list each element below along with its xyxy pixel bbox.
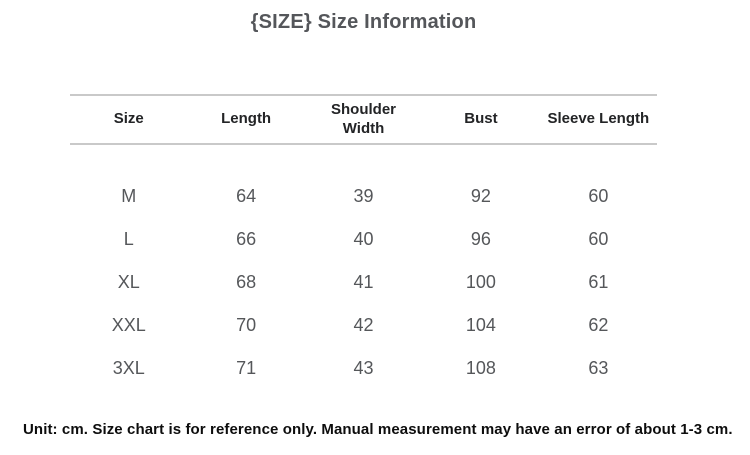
column-header-label: Shoulder Width	[331, 100, 397, 137]
sleeve-length-value: 62	[588, 315, 609, 335]
table-row-m: M 64 39 92 60	[70, 175, 657, 218]
column-header-shoulder-width: Shoulder Width	[305, 101, 422, 139]
shoulder-width-value: 41	[353, 272, 374, 292]
column-header-sleeve-length: Sleeve Length	[540, 110, 657, 129]
bust-value: 92	[470, 186, 491, 206]
sleeve-length-value: 60	[588, 186, 609, 206]
table-row-xxl: XXL 70 42 104 62	[70, 304, 657, 347]
size-label: XL	[117, 272, 140, 292]
length-value: 71	[236, 358, 257, 378]
shoulder-width-value: 40	[353, 229, 374, 249]
length-value: 66	[236, 229, 257, 249]
bust-value: 96	[470, 229, 491, 249]
length-value: 68	[236, 272, 257, 292]
page-title: {SIZE} Size Information	[250, 11, 477, 33]
bust-value: 108	[465, 358, 496, 378]
table-row-3xl: 3XL 71 43 108 63	[70, 347, 657, 390]
table-header-row: Size Length Shoulder Width Bust Sleeve L…	[70, 94, 657, 145]
column-header-label: Size	[113, 110, 144, 128]
column-header-size: Size	[70, 110, 187, 129]
sleeve-length-value: 61	[588, 272, 609, 292]
table-row-xl: XL 68 41 100 61	[70, 261, 657, 304]
size-label: 3XL	[112, 358, 145, 378]
bust-value: 104	[465, 315, 496, 335]
length-value: 70	[236, 315, 257, 335]
table-row-l: L 66 40 96 60	[70, 218, 657, 261]
column-header-bust: Bust	[422, 110, 539, 129]
column-header-label: Sleeve Length	[547, 110, 650, 128]
unit-note: Unit: cm. Size chart is for reference on…	[23, 421, 733, 438]
size-label: M	[121, 186, 137, 206]
table-spacer	[70, 145, 657, 175]
sleeve-length-value: 63	[588, 358, 609, 378]
size-table: Size Length Shoulder Width Bust Sleeve L…	[70, 94, 657, 390]
sleeve-length-value: 60	[588, 229, 609, 249]
length-value: 64	[236, 186, 257, 206]
shoulder-width-value: 39	[353, 186, 374, 206]
column-header-length: Length	[187, 110, 304, 129]
size-label: L	[123, 229, 134, 249]
bust-value: 100	[465, 272, 496, 292]
shoulder-width-value: 43	[353, 358, 374, 378]
column-header-label: Bust	[464, 110, 498, 128]
size-label: XXL	[111, 315, 146, 335]
shoulder-width-value: 42	[353, 315, 374, 335]
column-header-label: Length	[221, 110, 272, 128]
